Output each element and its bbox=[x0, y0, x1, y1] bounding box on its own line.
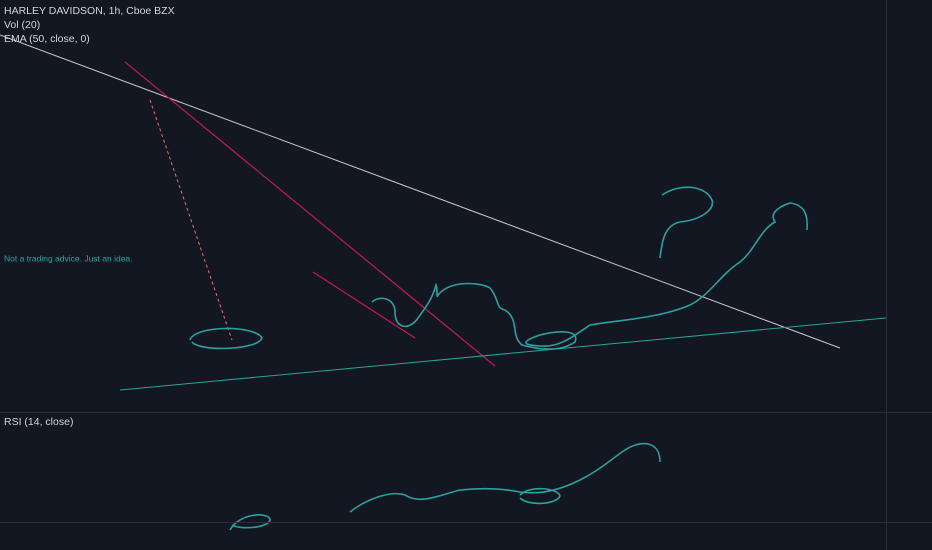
scribble bbox=[371, 202, 808, 350]
indicator-label: RSI (14, close) bbox=[4, 416, 73, 428]
indicator-label: EMA (50, close, 0) bbox=[4, 33, 90, 45]
scribble bbox=[519, 487, 561, 505]
indicator-label: Vol (20) bbox=[4, 19, 40, 31]
note: Not a trading advice. Just an idea. bbox=[4, 253, 133, 263]
scribble bbox=[229, 442, 661, 531]
scribble bbox=[189, 327, 263, 350]
trend-line bbox=[124, 61, 496, 367]
trend-line bbox=[149, 99, 233, 341]
trend-line bbox=[0, 34, 841, 349]
drawings bbox=[0, 34, 887, 531]
chart-title: HARLEY DAVIDSON, 1h, Cboe BZX bbox=[4, 5, 175, 17]
price-axis bbox=[886, 0, 932, 550]
scribble bbox=[659, 186, 714, 259]
trend-line bbox=[312, 271, 416, 339]
trend-line bbox=[119, 317, 887, 391]
